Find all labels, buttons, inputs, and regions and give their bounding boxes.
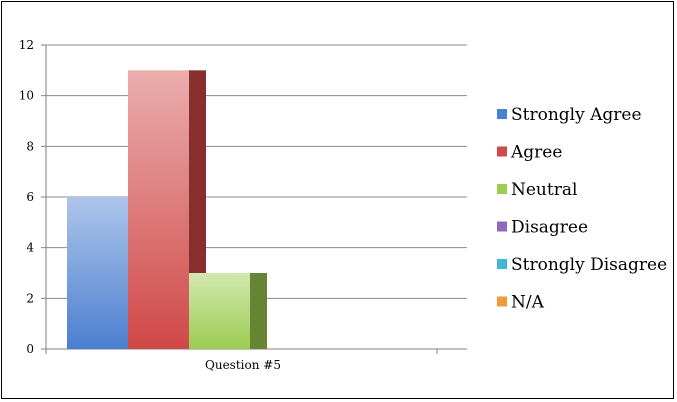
bar-agree: [128, 70, 206, 349]
category-label: Question #5: [205, 358, 281, 372]
legend-swatch: [497, 146, 507, 157]
bar-neutral: [189, 273, 267, 349]
legend-item: Agree: [497, 143, 562, 163]
y-tick-label: 0: [26, 342, 34, 356]
x-category-labels: Question #5: [205, 358, 281, 372]
y-tick-label: 6: [26, 190, 34, 204]
legend-item: Disagree: [497, 218, 588, 238]
y-tick-label: 2: [26, 291, 34, 305]
legend: Strongly Agree Agree Neutral Disagree Strong…: [497, 105, 667, 313]
legend-swatch: [497, 296, 507, 307]
legend-label: Strongly Disagree: [511, 255, 667, 275]
bar-strongly-agree: [67, 197, 128, 349]
y-tick-labels: 0 2 4 6 8 10 12: [19, 38, 46, 356]
legend-swatch: [497, 109, 507, 119]
legend-label: Neutral: [511, 180, 577, 200]
legend-item: Strongly Disagree: [497, 255, 667, 275]
y-tick-label: 12: [19, 38, 34, 52]
legend-swatch: [497, 221, 507, 232]
bars: [67, 70, 267, 349]
bar-front: [67, 197, 128, 349]
legend-item: Neutral: [497, 180, 577, 200]
bar-side: [250, 273, 267, 349]
bar-front: [128, 70, 189, 349]
bar-front: [189, 273, 250, 349]
bar-side: [189, 70, 206, 273]
y-tick-label: 10: [19, 89, 34, 103]
legend-item: N/A: [497, 293, 545, 313]
legend-label: Disagree: [511, 218, 588, 238]
legend-item: Strongly Agree: [497, 105, 642, 125]
y-tick-label: 4: [26, 241, 34, 255]
y-tick-label: 8: [26, 139, 34, 153]
legend-swatch: [497, 259, 507, 269]
legend-label: Agree: [510, 143, 562, 163]
legend-label: N/A: [511, 293, 545, 313]
legend-swatch: [497, 184, 507, 194]
legend-label: Strongly Agree: [511, 105, 642, 125]
